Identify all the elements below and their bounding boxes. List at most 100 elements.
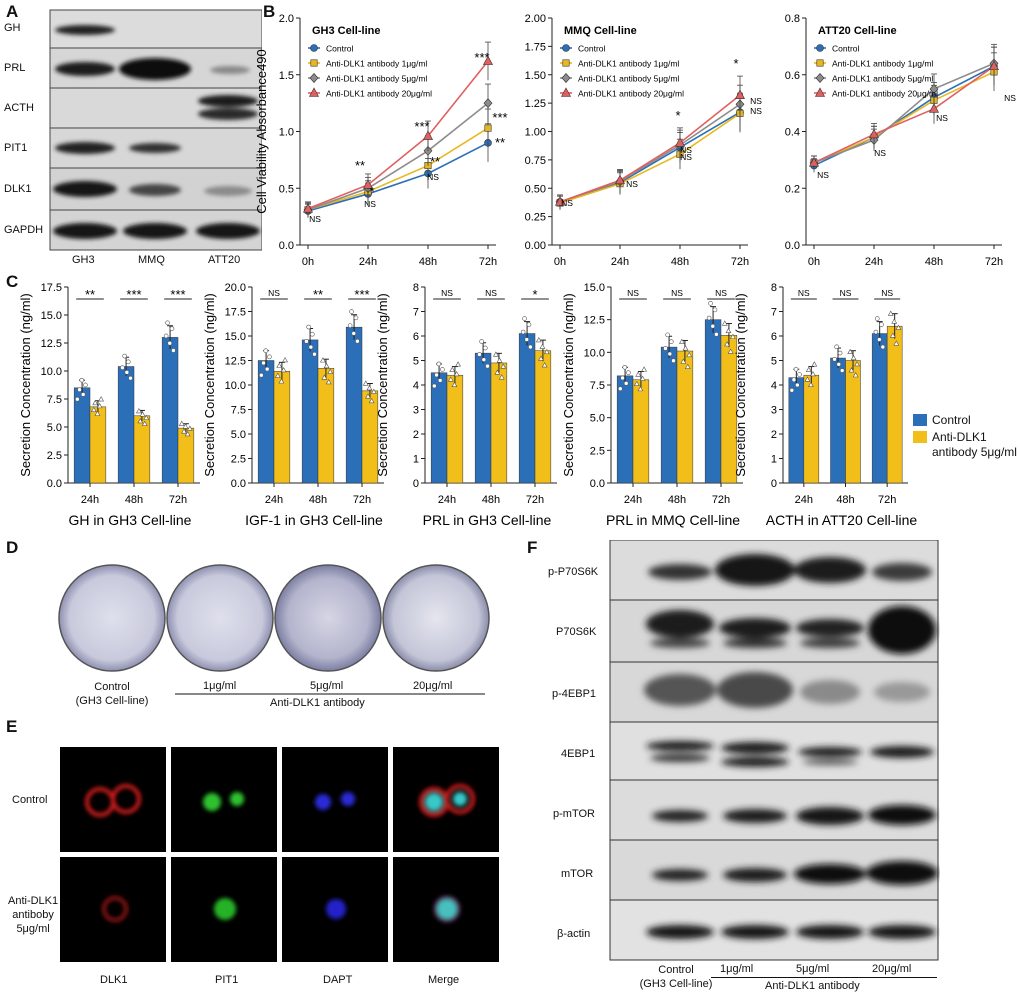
- significance-label: NS: [485, 288, 497, 298]
- legend-marker: [310, 44, 318, 52]
- bar: [257, 360, 275, 484]
- replicate-point: [124, 370, 130, 375]
- legend-label: Anti-DLK1 antibody 20μg/ml: [578, 89, 684, 99]
- significance-label: NS: [268, 288, 280, 298]
- replicate-point: [267, 354, 272, 360]
- significance-label: NS: [441, 288, 453, 298]
- data-point: [809, 157, 819, 167]
- x-tick-label: 72h: [526, 494, 544, 506]
- y-tick-label: 12.5: [225, 356, 246, 368]
- replicate-point: [362, 380, 369, 386]
- replicate-point: [793, 366, 799, 372]
- replicate-point: [349, 309, 354, 314]
- replicate-point: [79, 377, 85, 383]
- replicate-point: [620, 375, 625, 381]
- y-tick-label: 0.00: [525, 240, 546, 252]
- y-tick-label: 0.5: [279, 183, 294, 195]
- replicate-point: [481, 357, 487, 362]
- blot-f-lane-control: Control (GH3 Cell-line): [639, 964, 713, 990]
- blot-a-label-acth: ACTH: [4, 102, 34, 114]
- replicate-point: [873, 329, 879, 335]
- y-tick-label: 1: [413, 454, 419, 466]
- y-tick-label: 4: [771, 380, 777, 392]
- replicate-point: [167, 340, 173, 346]
- blot-a-lane-mmq: MMQ: [138, 254, 165, 266]
- replicate-point: [479, 339, 484, 344]
- x-tick-label: 24h: [359, 256, 377, 268]
- replicate-point: [810, 371, 816, 377]
- y-tick-label: 1.25: [525, 98, 546, 110]
- bar: [301, 339, 319, 484]
- dish-label-20ug: 20μg/ml: [413, 680, 453, 692]
- legend-label: Anti-DLK1 antibody 20μg/ml: [832, 89, 938, 99]
- x-tick-label: 24h: [795, 494, 813, 506]
- replicate-point: [895, 324, 902, 330]
- replicate-point: [848, 367, 855, 373]
- replicate-point: [181, 428, 187, 434]
- y-tick-label: 0.6: [785, 70, 800, 82]
- significance-label: *: [675, 108, 680, 123]
- x-axis-label: PRL in MMQ Cell-line: [606, 512, 740, 528]
- significance-label: **: [430, 154, 440, 169]
- replicate-point: [351, 331, 357, 336]
- replicate-point: [280, 367, 287, 373]
- legend-label: Anti-DLK1 antibody 1μg/ml: [326, 59, 427, 69]
- x-tick-label: 72h: [353, 494, 371, 506]
- chart-title: GH3 Cell-line: [312, 25, 380, 37]
- y-tick-label: 2.5: [590, 445, 605, 457]
- legend-marker: [562, 59, 570, 67]
- replicate-point: [319, 357, 326, 363]
- replicate-point: [77, 387, 82, 393]
- legend-marker: [816, 44, 824, 52]
- data-point: [615, 174, 625, 185]
- data-point: [363, 179, 373, 189]
- y-tick-label: 0.8: [785, 13, 800, 25]
- replicate-point: [75, 396, 80, 402]
- significance-label: NS: [626, 179, 638, 189]
- bar: [616, 375, 634, 484]
- data-point: [869, 128, 879, 139]
- bar: [803, 374, 820, 484]
- replicate-point: [535, 337, 542, 343]
- series-line: [307, 127, 489, 211]
- replicate-point: [686, 351, 693, 358]
- y-tick-label: 20.0: [225, 282, 246, 294]
- replicate-point: [847, 348, 854, 355]
- y-tick-label: 1.00: [525, 127, 546, 139]
- replicate-point: [128, 375, 133, 381]
- panel-letter-e: E: [6, 717, 18, 736]
- replicate-point: [92, 399, 99, 406]
- y-tick-label: 1.75: [525, 41, 546, 53]
- significance-label: NS: [627, 288, 639, 298]
- legend-marker: [310, 59, 318, 67]
- replicate-point: [120, 365, 125, 370]
- x-tick-label: 48h: [836, 494, 854, 506]
- x-tick-label: 24h: [611, 256, 629, 268]
- blot-a-label-dlk1: DLK1: [4, 183, 32, 195]
- y-tick-label: 10.0: [584, 347, 605, 359]
- data-point: [423, 130, 433, 140]
- replicate-point: [500, 363, 507, 369]
- significance-label: ***: [170, 287, 185, 302]
- replicate-point: [370, 388, 377, 394]
- legend-marker: [561, 73, 571, 83]
- bar-chart-3: 0 1 2 3 4 5 6 7 8 24h NS 48h NS 72h * Secretion Concent…: [375, 282, 557, 528]
- y-tick-label: 0.0: [590, 478, 605, 490]
- y-tick-label: 2.0: [279, 13, 294, 25]
- series-line: [813, 62, 995, 164]
- panel-letter-f: F: [527, 538, 538, 557]
- blot-a-label-gh: GH: [4, 22, 21, 34]
- replicate-point: [797, 372, 802, 377]
- legend-label-treatment-1: Anti-DLK1: [932, 430, 987, 444]
- replicate-point: [836, 361, 842, 367]
- significance-label: NS: [750, 106, 762, 116]
- legend-label: Control: [832, 44, 860, 54]
- blot-f-label-4ebp1: 4EBP1: [561, 748, 596, 760]
- y-tick-label: 7.5: [590, 380, 605, 392]
- x-tick-label: 48h: [125, 494, 143, 506]
- bar: [117, 366, 135, 484]
- replicate-point: [805, 366, 812, 372]
- legend-label-control: Control: [932, 413, 971, 427]
- replicate-point: [282, 356, 288, 363]
- panel-b-line-charts: 0.0 0.5 1.0 1.5 2.0 0h 24h 48h 72h GH3 Cell-line C…: [254, 13, 1016, 268]
